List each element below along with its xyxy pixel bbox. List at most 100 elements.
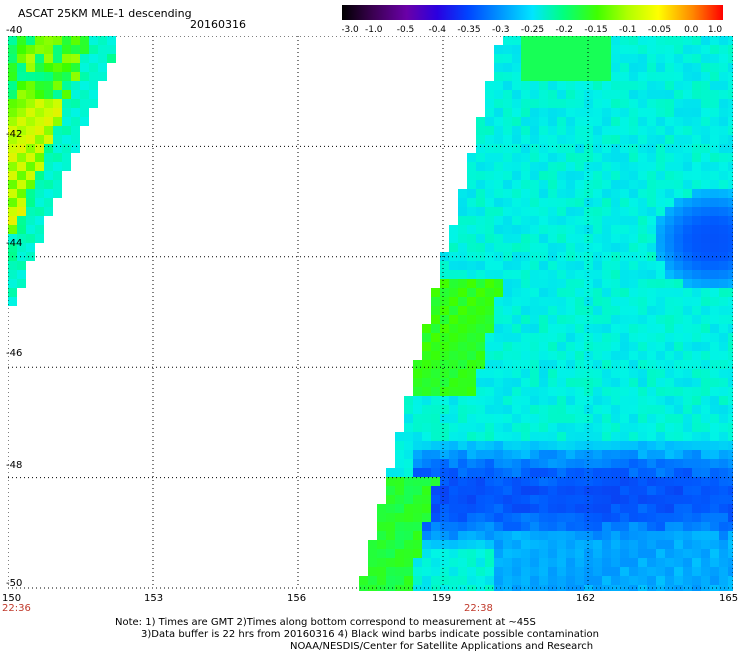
swath-cell bbox=[377, 585, 386, 591]
swath-cell bbox=[512, 540, 521, 549]
swath-cell bbox=[692, 540, 701, 549]
swath-cell bbox=[557, 315, 566, 324]
swath-cell bbox=[638, 225, 647, 234]
swath-cell bbox=[683, 522, 692, 531]
swath-cell bbox=[566, 576, 575, 585]
swath-cell bbox=[422, 486, 431, 495]
swath-cell bbox=[485, 297, 494, 306]
swath-cell bbox=[593, 378, 602, 387]
swath-cell bbox=[494, 189, 503, 198]
swath-cell bbox=[719, 405, 728, 414]
swath-cell bbox=[503, 81, 512, 90]
swath-cell bbox=[422, 549, 431, 558]
swath-cell bbox=[476, 369, 485, 378]
swath-cell bbox=[512, 225, 521, 234]
swath-cell bbox=[566, 513, 575, 522]
swath-cell bbox=[602, 63, 611, 72]
swath-cell bbox=[404, 504, 413, 513]
swath-cell bbox=[449, 324, 458, 333]
swath-cell bbox=[422, 504, 431, 513]
swath-cell bbox=[728, 180, 733, 189]
swath-cell bbox=[629, 558, 638, 567]
swath-cell bbox=[71, 72, 80, 81]
swath-cell bbox=[476, 378, 485, 387]
swath-cell bbox=[440, 369, 449, 378]
swath-cell bbox=[8, 81, 17, 90]
swath-cell bbox=[638, 369, 647, 378]
swath-cell bbox=[719, 396, 728, 405]
swath-cell bbox=[566, 351, 575, 360]
swath-cell bbox=[80, 72, 89, 81]
swath-cell bbox=[440, 459, 449, 468]
colorbar-label: -0.25 bbox=[521, 25, 544, 33]
swath-cell bbox=[458, 585, 467, 591]
swath-cell bbox=[701, 369, 710, 378]
swath-cell bbox=[611, 207, 620, 216]
swath-cell bbox=[503, 99, 512, 108]
swath-cell bbox=[620, 153, 629, 162]
swath-cell bbox=[431, 432, 440, 441]
swath-cell bbox=[719, 261, 728, 270]
swath-cell bbox=[539, 468, 548, 477]
swath-cell bbox=[422, 369, 431, 378]
swath-cell bbox=[647, 576, 656, 585]
swath-cell bbox=[656, 36, 665, 45]
swath-cell bbox=[494, 423, 503, 432]
swath-cell bbox=[62, 108, 71, 117]
swath-cell bbox=[422, 585, 431, 591]
swath-cell bbox=[602, 306, 611, 315]
swath-cell bbox=[539, 558, 548, 567]
swath-cell bbox=[422, 387, 431, 396]
swath-cell bbox=[557, 252, 566, 261]
swath-cell bbox=[575, 486, 584, 495]
swath-cell bbox=[593, 81, 602, 90]
swath-cell bbox=[602, 243, 611, 252]
swath-cell bbox=[107, 54, 116, 63]
swath-cell bbox=[602, 252, 611, 261]
swath-cell bbox=[53, 81, 62, 90]
swath-cell bbox=[449, 306, 458, 315]
swath-cell bbox=[53, 108, 62, 117]
swath-cell bbox=[674, 189, 683, 198]
swath-cell bbox=[620, 198, 629, 207]
swath-cell bbox=[593, 477, 602, 486]
swath-cell bbox=[719, 99, 728, 108]
swath-cell bbox=[53, 90, 62, 99]
swath-cell bbox=[701, 153, 710, 162]
swath-cell bbox=[674, 369, 683, 378]
swath-cell bbox=[629, 432, 638, 441]
swath-cell bbox=[539, 324, 548, 333]
swath-cell bbox=[53, 45, 62, 54]
swath-cell bbox=[431, 531, 440, 540]
swath-cell bbox=[629, 189, 638, 198]
swath-cell bbox=[26, 171, 35, 180]
swath-cell bbox=[701, 81, 710, 90]
swath-cell bbox=[431, 486, 440, 495]
swath-cell bbox=[557, 486, 566, 495]
swath-cell bbox=[656, 369, 665, 378]
swath-cell bbox=[548, 171, 557, 180]
swath-cell bbox=[728, 36, 733, 45]
swath-cell bbox=[566, 468, 575, 477]
swath-cell bbox=[719, 243, 728, 252]
swath-cell bbox=[665, 468, 674, 477]
swath-cell bbox=[44, 63, 53, 72]
swath-cell bbox=[449, 369, 458, 378]
swath-cell bbox=[494, 261, 503, 270]
swath-cell bbox=[449, 396, 458, 405]
swath-cell bbox=[647, 216, 656, 225]
swath-cell bbox=[602, 333, 611, 342]
swath-cell bbox=[512, 81, 521, 90]
swath-cell bbox=[8, 63, 17, 72]
swath-cell bbox=[476, 441, 485, 450]
swath-cell bbox=[665, 504, 674, 513]
swath-cell bbox=[548, 387, 557, 396]
swath-cell bbox=[458, 351, 467, 360]
swath-cell bbox=[710, 333, 719, 342]
swath-cell bbox=[710, 63, 719, 72]
swath-cell bbox=[548, 423, 557, 432]
swath-cell bbox=[431, 351, 440, 360]
swath-cell bbox=[422, 378, 431, 387]
swath-cell bbox=[710, 486, 719, 495]
swath-cell bbox=[728, 54, 733, 63]
